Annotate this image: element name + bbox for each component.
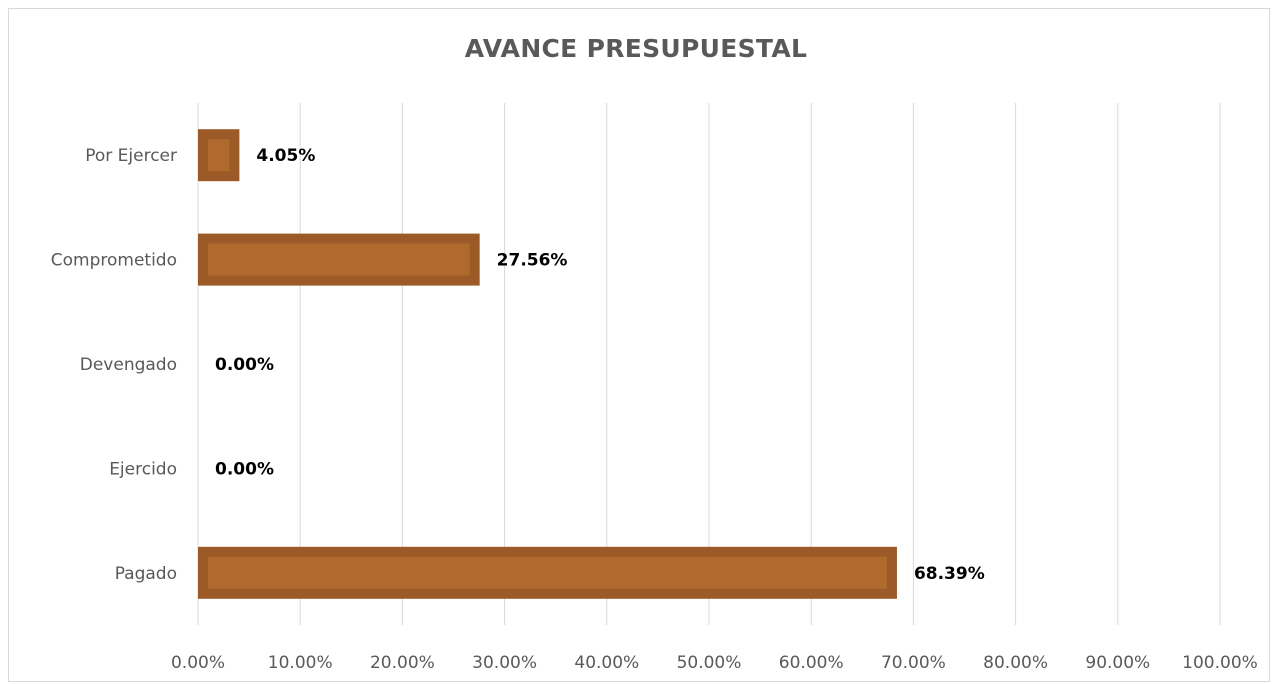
category-label: Devengado: [80, 355, 177, 375]
x-tick-label: 0.00%: [171, 653, 225, 673]
bar-inner: [208, 556, 887, 589]
x-tick-label: 70.00%: [881, 653, 946, 673]
x-tick-label: 90.00%: [1085, 653, 1150, 673]
chart-title: AVANCE PRESUPUESTAL: [464, 34, 808, 63]
x-tick-label: 50.00%: [677, 653, 742, 673]
x-tick-label: 40.00%: [574, 653, 639, 673]
bar-inner: [208, 139, 230, 172]
x-tick-label: 100.00%: [1182, 653, 1258, 673]
category-label: Por Ejercer: [85, 146, 177, 166]
data-label: 0.00%: [215, 459, 274, 479]
x-tick-label: 30.00%: [472, 653, 537, 673]
x-tick-label: 80.00%: [983, 653, 1048, 673]
data-label: 0.00%: [215, 355, 274, 375]
category-label: Comprometido: [51, 251, 177, 271]
x-tick-label: 60.00%: [779, 653, 844, 673]
category-label: Ejercido: [109, 459, 177, 479]
data-label: 27.56%: [497, 251, 568, 271]
bar-inner: [208, 243, 470, 276]
data-label: 68.39%: [914, 564, 985, 584]
x-tick-label: 10.00%: [268, 653, 333, 673]
data-label: 4.05%: [256, 146, 315, 166]
category-label: Pagado: [115, 564, 177, 584]
x-tick-label: 20.00%: [370, 653, 435, 673]
